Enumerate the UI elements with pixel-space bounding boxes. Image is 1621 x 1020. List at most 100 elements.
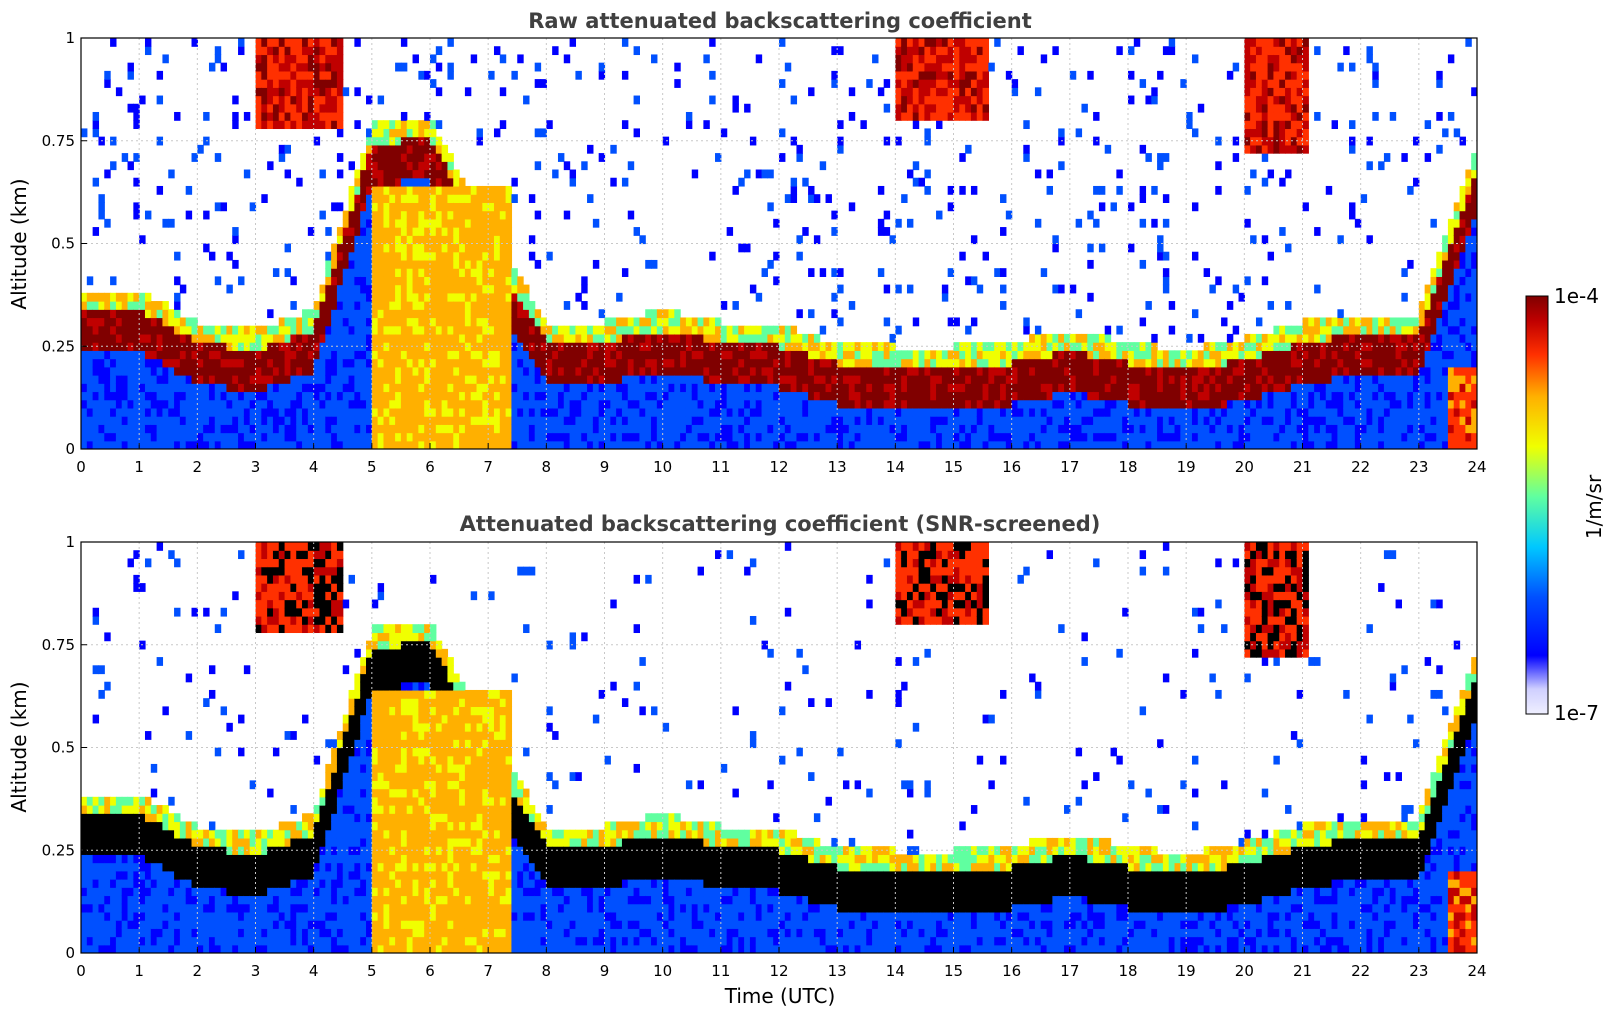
- heatmap-cell: [924, 358, 931, 368]
- heatmap-cell: [144, 383, 152, 393]
- heatmap-cell: [1040, 268, 1048, 277]
- heatmap-cell: [738, 333, 745, 343]
- heatmap-cell: [831, 79, 838, 88]
- heatmap-cell: [842, 440, 850, 449]
- heatmap-cell: [557, 333, 565, 343]
- heatmap-cell: [598, 366, 606, 376]
- heatmap-cell: [354, 407, 361, 417]
- heatmap-cell: [220, 432, 228, 442]
- heatmap-cell: [371, 128, 379, 138]
- heatmap-cell: [616, 407, 623, 417]
- heatmap-cell: [395, 292, 402, 302]
- heatmap-cell: [709, 399, 716, 409]
- heatmap-cell: [685, 383, 693, 393]
- heatmap-cell: [313, 407, 321, 417]
- heatmap-cell: [953, 95, 960, 105]
- heatmap-cell: [383, 259, 390, 269]
- heatmap-cell: [970, 342, 978, 351]
- heatmap-cell: [1354, 440, 1362, 449]
- heatmap-cell: [220, 358, 228, 368]
- heatmap-cell: [656, 309, 664, 319]
- heatmap-cell: [290, 424, 297, 434]
- heatmap-cell: [366, 136, 373, 146]
- heatmap-cell: [1093, 333, 1100, 343]
- heatmap-cell: [1052, 432, 1059, 442]
- heatmap-cell: [1337, 309, 1344, 319]
- heatmap-cell: [976, 111, 984, 121]
- heatmap-cell: [877, 350, 885, 360]
- heatmap-cell: [720, 424, 728, 434]
- heatmap-cell: [779, 383, 786, 393]
- heatmap-cell: [476, 440, 483, 449]
- heatmap-cell: [662, 317, 670, 327]
- heatmap-cell: [459, 333, 466, 343]
- heatmap-cell: [1349, 424, 1356, 434]
- heatmap-cell: [930, 375, 937, 384]
- heatmap-cell: [645, 309, 652, 319]
- heatmap-cell: [802, 407, 809, 417]
- heatmap-cell: [773, 432, 780, 442]
- heatmap-cell: [1372, 317, 1379, 327]
- heatmap-cell: [1000, 284, 1007, 294]
- heatmap-cell: [1011, 424, 1019, 434]
- heatmap-cell: [1180, 358, 1187, 368]
- heatmap-cell: [994, 407, 1001, 417]
- heatmap-cell: [1046, 333, 1053, 343]
- heatmap-cell: [651, 432, 658, 442]
- heatmap-cell: [127, 342, 134, 351]
- heatmap-cell: [534, 399, 542, 409]
- heatmap-cell: [1261, 358, 1269, 368]
- heatmap-cell: [1110, 432, 1117, 442]
- heatmap-cell: [982, 375, 989, 384]
- heatmap-cell: [470, 194, 478, 203]
- heatmap-cell: [1133, 432, 1141, 442]
- heatmap-cell: [819, 161, 827, 171]
- heatmap-cell: [1110, 407, 1117, 417]
- heatmap-cell: [348, 227, 355, 236]
- heatmap-cell: [1157, 407, 1164, 417]
- heatmap-cell: [796, 342, 803, 351]
- heatmap-cell: [720, 407, 728, 417]
- heatmap-cell: [110, 350, 117, 360]
- heatmap-cell: [1116, 169, 1123, 179]
- heatmap-cell: [208, 325, 216, 335]
- heatmap-cell: [1104, 424, 1112, 434]
- heatmap-cell: [1366, 432, 1373, 442]
- heatmap-cell: [1383, 399, 1391, 409]
- heatmap-cell: [1023, 317, 1030, 327]
- heatmap-cell: [1232, 424, 1240, 434]
- heatmap-cell: [633, 399, 640, 409]
- heatmap-cell: [1255, 103, 1263, 113]
- heatmap-cell: [691, 350, 699, 360]
- heatmap-cell: [336, 169, 344, 179]
- heatmap-cell: [604, 407, 611, 417]
- heatmap-cell: [1255, 317, 1263, 327]
- heatmap-cell: [325, 111, 332, 121]
- heatmap-cell: [278, 407, 286, 417]
- heatmap-cell: [319, 325, 326, 335]
- heatmap-cell: [447, 416, 454, 425]
- heatmap-cell: [813, 440, 821, 449]
- heatmap-cell: [1372, 70, 1379, 80]
- heatmap-cell: [220, 325, 228, 335]
- heatmap-cell: [947, 46, 955, 56]
- heatmap-cell: [197, 424, 204, 434]
- heatmap-cell: [1343, 440, 1350, 449]
- heatmap-cell: [395, 284, 402, 294]
- heatmap-cell: [662, 325, 670, 335]
- heatmap-cell: [232, 342, 239, 351]
- heatmap-cell: [569, 38, 577, 47]
- heatmap-cell: [191, 358, 198, 368]
- heatmap-cell: [1221, 440, 1228, 449]
- heatmap-cell: [621, 38, 629, 47]
- heatmap-cell: [459, 391, 466, 401]
- heatmap-cell: [691, 383, 699, 393]
- heatmap-cell: [1081, 416, 1088, 425]
- heatmap-cell: [534, 440, 542, 449]
- heatmap-cell: [883, 375, 891, 384]
- heatmap-cell: [319, 87, 326, 97]
- heatmap-cell: [296, 391, 303, 401]
- heatmap-cell: [383, 358, 390, 368]
- heatmap-cell: [325, 407, 332, 417]
- heatmap-cell: [1267, 120, 1275, 130]
